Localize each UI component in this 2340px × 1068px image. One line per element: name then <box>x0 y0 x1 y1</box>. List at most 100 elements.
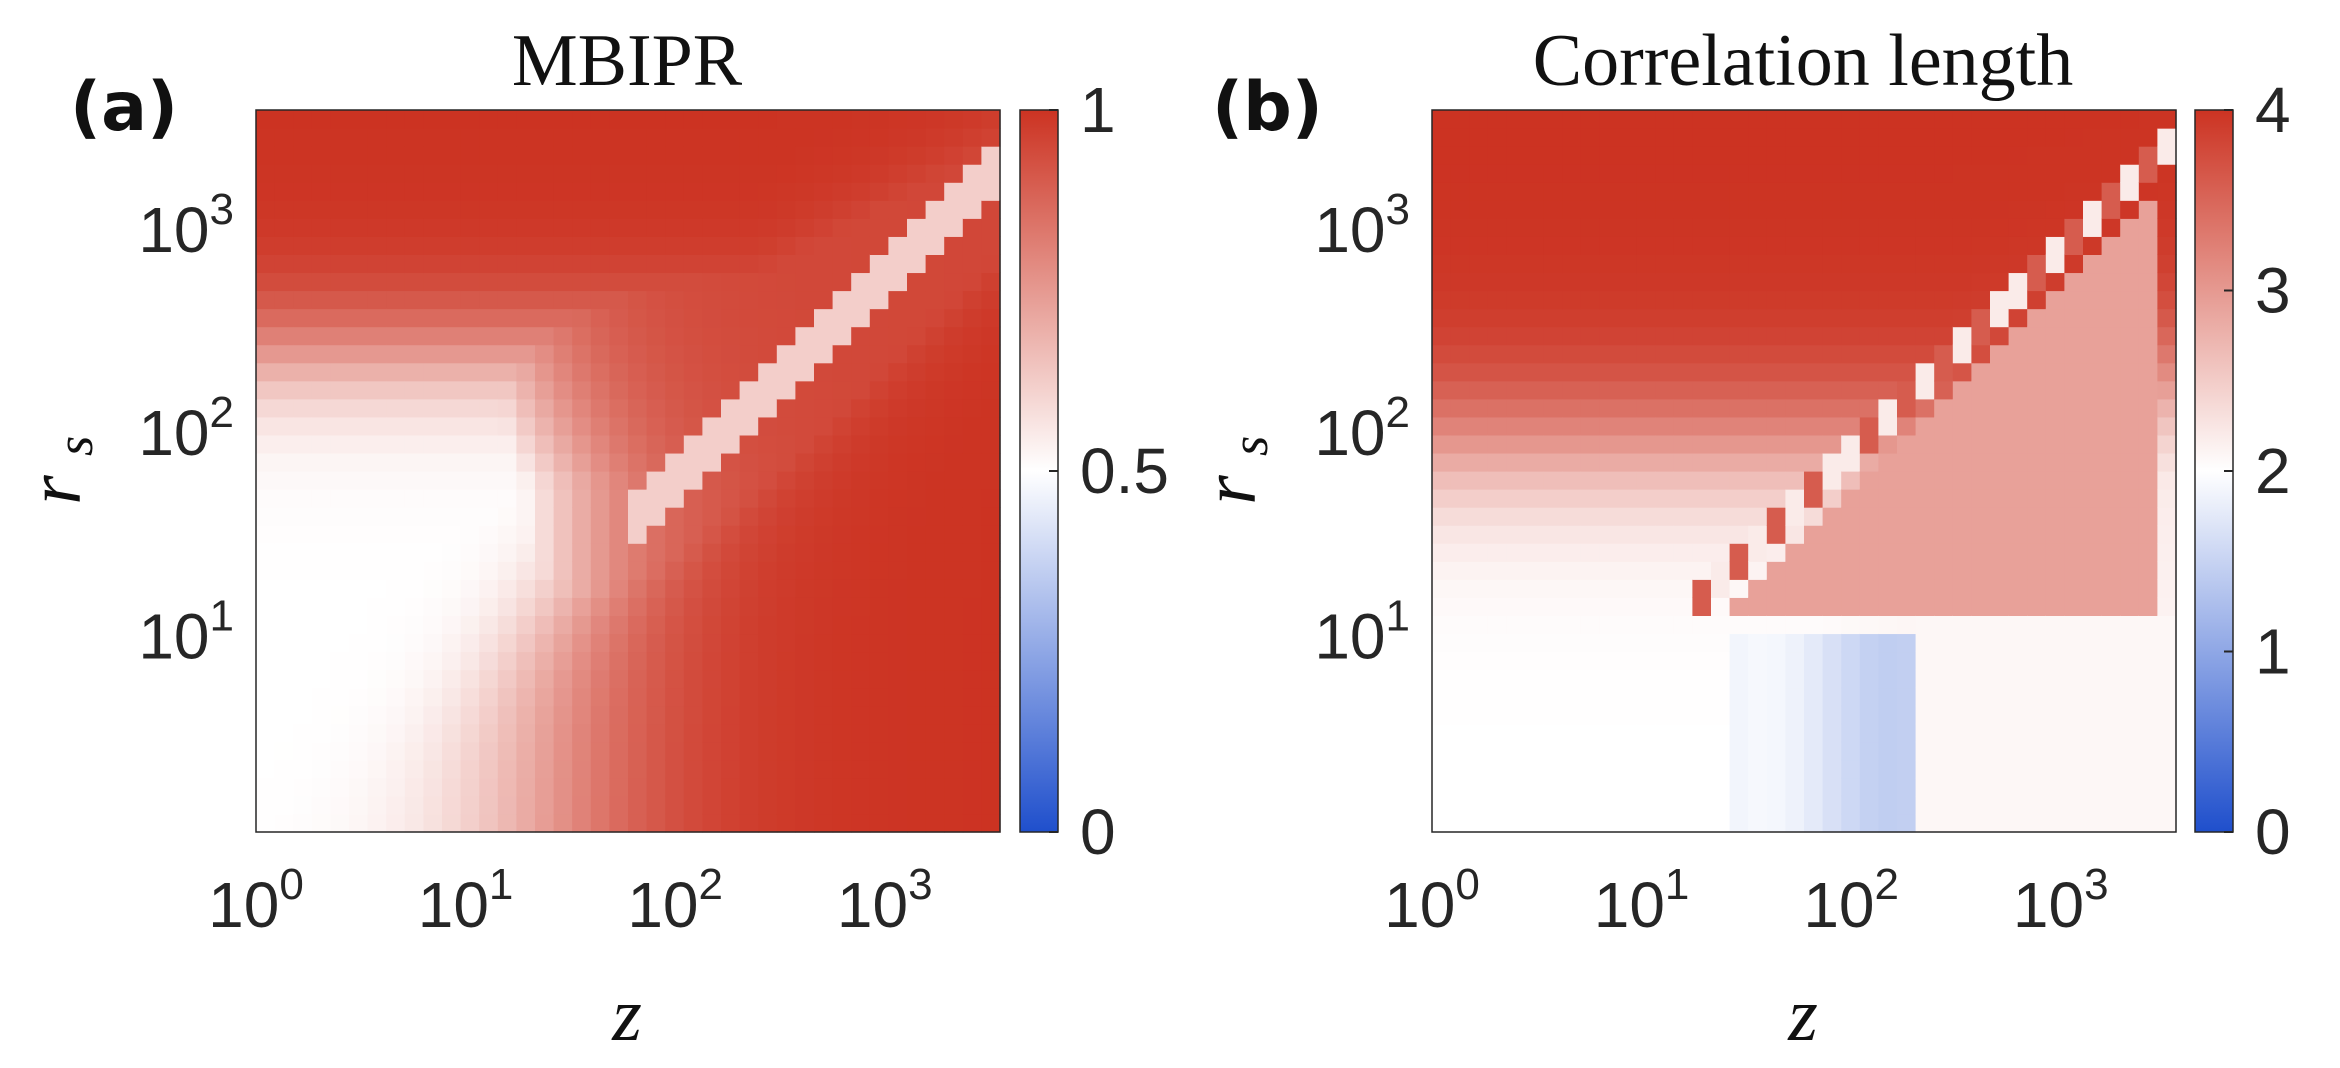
heatmap-cell <box>516 272 536 292</box>
heatmap-cell <box>851 777 871 797</box>
heatmap-cell <box>330 398 350 418</box>
heatmap-cell <box>330 110 350 129</box>
heatmap-cell <box>1841 380 1861 400</box>
heatmap-cell <box>1897 525 1917 544</box>
heatmap-cell <box>1599 272 1619 292</box>
heatmap-cell <box>851 182 871 201</box>
heatmap-cell <box>1655 723 1675 743</box>
heatmap-cell <box>1748 344 1768 364</box>
heatmap-cell <box>1673 362 1693 382</box>
heatmap-cell <box>1618 236 1638 255</box>
heatmap-cell <box>776 344 796 364</box>
heatmap-cell <box>1785 182 1805 201</box>
heatmap-cell <box>1692 362 1712 382</box>
heatmap-cell <box>2101 416 2121 436</box>
heatmap-cell <box>497 543 517 562</box>
heatmap-cell <box>702 236 722 255</box>
heatmap-cell <box>330 561 350 580</box>
heatmap-cell <box>944 705 964 725</box>
heatmap-cell <box>572 164 592 183</box>
heatmap-cell <box>1804 146 1824 165</box>
plot-frame <box>255 109 1001 833</box>
heatmap-cell <box>2064 579 2084 598</box>
heatmap-cell <box>962 471 982 490</box>
heatmap-cell <box>2120 416 2140 436</box>
heatmap-cell <box>925 633 945 653</box>
heatmap-cell <box>962 579 982 598</box>
heatmap-cell <box>1487 128 1507 147</box>
heatmap-cell <box>386 489 406 508</box>
heatmap-cell <box>646 777 666 797</box>
heatmap-cell <box>349 597 369 616</box>
heatmap-cell <box>1804 398 1824 418</box>
heatmap-cell <box>1636 164 1656 183</box>
heatmap-cell <box>1636 723 1656 743</box>
heatmap-cell <box>795 308 815 328</box>
heatmap-cell <box>1897 597 1917 616</box>
heatmap-cell <box>1525 326 1545 346</box>
heatmap-cell <box>442 344 462 364</box>
heatmap-cell <box>553 452 573 472</box>
heatmap-cell <box>1971 507 1991 526</box>
heatmap-cell <box>2027 254 2047 274</box>
heatmap-cell <box>535 344 555 364</box>
heatmap-cell <box>2008 723 2028 743</box>
heatmap-cell <box>572 723 592 743</box>
heatmap-cell <box>311 525 331 544</box>
heatmap-cell <box>1841 128 1861 147</box>
heatmap-cell <box>423 308 443 328</box>
heatmap-cell <box>758 651 778 671</box>
heatmap-cell <box>1673 723 1693 743</box>
panel-a-heatmap <box>255 109 1001 833</box>
heatmap-cell <box>1990 164 2010 183</box>
heatmap-cell <box>423 254 443 274</box>
heatmap-cell <box>590 110 610 129</box>
heatmap-cell <box>665 110 685 129</box>
heatmap-cell <box>609 633 629 653</box>
heatmap-cell <box>590 561 610 580</box>
heatmap-cell <box>2064 741 2084 761</box>
heatmap-cell <box>311 236 331 255</box>
heatmap-cell <box>1915 543 1935 562</box>
heatmap-cell <box>795 759 815 779</box>
heatmap-cell <box>1915 164 1935 183</box>
heatmap-cell <box>1618 759 1638 779</box>
heatmap-cell <box>1915 362 1935 382</box>
heatmap-cell <box>851 290 871 310</box>
heatmap-cell <box>1990 579 2010 598</box>
heatmap-cell <box>962 164 982 183</box>
heatmap-cell <box>907 416 927 436</box>
heatmap-cell <box>1748 705 1768 725</box>
heatmap-cell <box>1822 723 1842 743</box>
heatmap-cell <box>460 272 480 292</box>
heatmap-cell <box>2027 326 2047 346</box>
heatmap-cell <box>2138 759 2158 779</box>
heatmap-cell <box>293 200 313 219</box>
heatmap-cell <box>1878 777 1898 797</box>
heatmap-cell <box>1766 651 1786 671</box>
heatmap-cell <box>1543 344 1563 364</box>
heatmap-cell <box>442 128 462 147</box>
heatmap-cell <box>925 723 945 743</box>
colorbar-tick-label: 3 <box>2255 255 2291 327</box>
heatmap-cell <box>1543 741 1563 761</box>
heatmap-cell <box>869 416 889 436</box>
heatmap-cell <box>925 687 945 707</box>
heatmap-cell <box>2138 579 2158 598</box>
heatmap-cell <box>1469 543 1489 562</box>
heatmap-cell <box>776 741 796 761</box>
heatmap-cell <box>1990 561 2010 580</box>
heatmap-cell <box>1599 741 1619 761</box>
heatmap-cell <box>1711 452 1731 472</box>
heatmap-cell <box>2120 795 2140 815</box>
heatmap-cell <box>1543 561 1563 580</box>
heatmap-cell <box>1785 290 1805 310</box>
heatmap-cell <box>851 254 871 274</box>
heatmap-cell <box>1450 182 1470 201</box>
heatmap-cell <box>2101 579 2121 598</box>
heatmap-cell <box>2138 218 2158 237</box>
heatmap-cell <box>572 200 592 219</box>
heatmap-cell <box>1506 236 1526 255</box>
heatmap-cell <box>1711 416 1731 436</box>
heatmap-cell <box>739 651 759 671</box>
